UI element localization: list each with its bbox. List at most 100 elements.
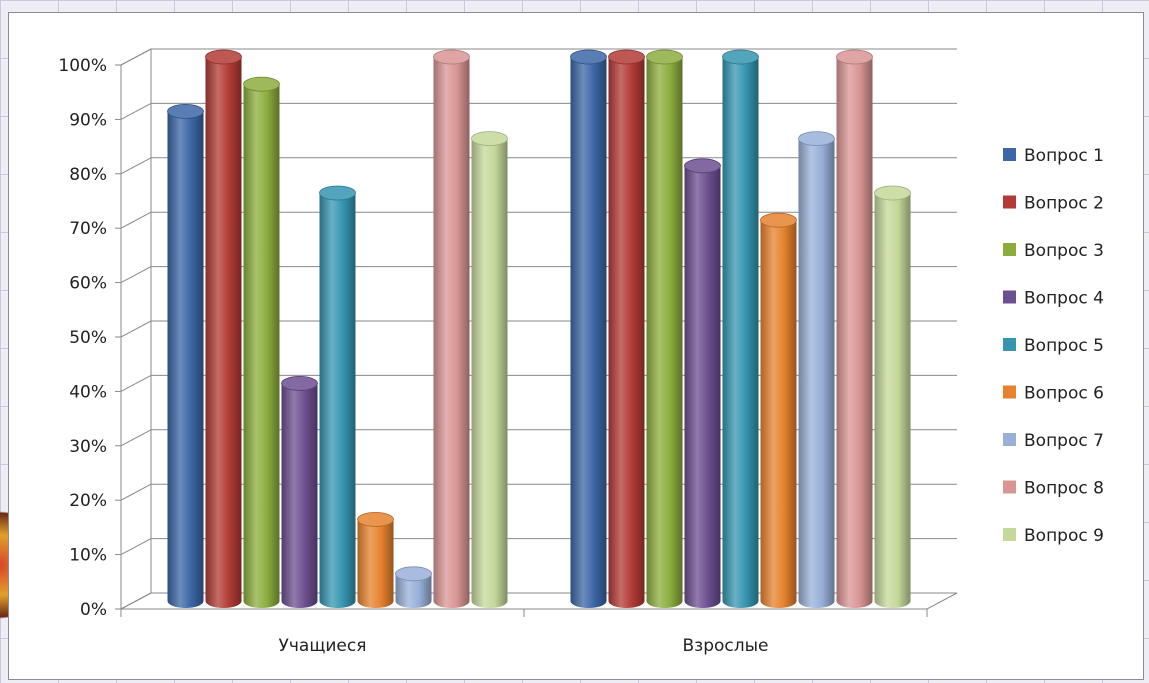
bar-body bbox=[608, 57, 645, 608]
legend-swatch bbox=[1003, 338, 1016, 351]
gridline-side bbox=[120, 211, 152, 229]
bar bbox=[570, 49, 607, 608]
gridline-side bbox=[120, 538, 152, 556]
bar bbox=[357, 511, 394, 608]
y-tick-label: 100% bbox=[58, 56, 107, 76]
y-axis: 0% 10% 20% 30% 40% 50% 60% 70% 80% 90% 100% bbox=[58, 56, 122, 620]
bar-top bbox=[433, 49, 470, 65]
legend: Вопрос 1 Вопрос 2 Вопрос 3 Вопрос 4 Вопрос 5… bbox=[1003, 146, 1104, 546]
bar bbox=[722, 49, 759, 608]
legend-swatch bbox=[1003, 148, 1016, 161]
bar-top bbox=[570, 49, 607, 65]
bar-body bbox=[684, 165, 721, 609]
bar-body bbox=[281, 383, 318, 608]
bar bbox=[471, 131, 508, 608]
y-tick-label: 0% bbox=[80, 600, 107, 620]
bar-top bbox=[684, 158, 721, 174]
bar bbox=[684, 158, 721, 609]
bar bbox=[167, 104, 204, 609]
bar-body bbox=[357, 519, 394, 608]
bar-top bbox=[760, 212, 797, 228]
bar-top bbox=[608, 49, 645, 65]
legend-swatch bbox=[1003, 433, 1016, 446]
bar-top bbox=[395, 566, 432, 582]
bar bbox=[836, 49, 873, 608]
legend-label: Вопрос 7 bbox=[1024, 431, 1104, 451]
gridline-side bbox=[120, 266, 152, 284]
bar-body bbox=[319, 193, 356, 608]
bar-chart: 0% 10% 20% 30% 40% 50% 60% 70% 80% 90% 100% Учащие… bbox=[58, 48, 1104, 656]
legend-item: Вопрос 4 bbox=[1003, 289, 1104, 309]
legend-label: Вопрос 9 bbox=[1024, 526, 1104, 546]
legend-label: Вопрос 5 bbox=[1024, 336, 1104, 356]
legend-item: Вопрос 1 bbox=[1003, 146, 1104, 166]
bar-body bbox=[798, 138, 835, 608]
bar-top bbox=[722, 49, 759, 65]
bar bbox=[798, 131, 835, 608]
bar-top bbox=[836, 49, 873, 65]
legend-item: Вопрос 5 bbox=[1003, 336, 1104, 356]
y-tick-label: 50% bbox=[69, 328, 107, 348]
gridline-side bbox=[120, 483, 152, 501]
bar bbox=[319, 185, 356, 608]
y-tick-label: 10% bbox=[69, 546, 107, 566]
legend-label: Вопрос 1 bbox=[1024, 146, 1104, 166]
legend-swatch bbox=[1003, 290, 1016, 304]
legend-item: Вопрос 9 bbox=[1003, 526, 1104, 546]
bar-body bbox=[874, 193, 911, 608]
y-tick-label: 40% bbox=[69, 382, 107, 402]
legend-swatch bbox=[1003, 528, 1016, 541]
bar-top bbox=[205, 49, 242, 65]
y-tick-label: 30% bbox=[69, 437, 107, 457]
bar-body bbox=[722, 57, 759, 608]
y-tick-label: 20% bbox=[69, 491, 107, 511]
bar-body bbox=[760, 220, 797, 608]
legend-label: Вопрос 4 bbox=[1024, 289, 1104, 309]
legend-label: Вопрос 2 bbox=[1024, 194, 1104, 214]
legend-label: Вопрос 8 bbox=[1024, 479, 1104, 499]
bar bbox=[646, 49, 683, 608]
gridline-side bbox=[120, 157, 152, 175]
legend-swatch bbox=[1003, 385, 1016, 399]
bar bbox=[874, 185, 911, 608]
bar-body bbox=[243, 84, 280, 608]
bar-body bbox=[167, 111, 204, 609]
gridline-side bbox=[120, 48, 152, 66]
y-tick-label: 60% bbox=[69, 274, 107, 294]
bar-top bbox=[357, 511, 394, 527]
bar-body bbox=[395, 573, 432, 608]
bar-body bbox=[433, 57, 470, 608]
bar-body bbox=[646, 57, 683, 608]
bar-top bbox=[167, 104, 204, 119]
gridline-side bbox=[120, 592, 152, 610]
bar bbox=[243, 76, 280, 608]
legend-swatch bbox=[1003, 243, 1016, 256]
legend-item: Вопрос 8 bbox=[1003, 479, 1104, 499]
bar-top bbox=[471, 131, 508, 146]
bar-top bbox=[798, 131, 835, 146]
y-tick-label: 80% bbox=[69, 165, 107, 185]
bar-body bbox=[570, 57, 607, 608]
bar-top bbox=[646, 49, 683, 65]
category-label: Взрослые bbox=[683, 636, 769, 656]
bar bbox=[395, 566, 432, 608]
gridline-side bbox=[120, 102, 152, 120]
legend-item: Вопрос 3 bbox=[1003, 241, 1104, 261]
bar-top bbox=[243, 76, 280, 92]
category-label: Учащиеся bbox=[279, 636, 367, 656]
bar-top bbox=[319, 185, 356, 201]
bar-body bbox=[205, 57, 242, 608]
bar bbox=[205, 49, 242, 608]
x-axis: Учащиеся Взрослые bbox=[120, 608, 928, 656]
chart-frame: 0% 10% 20% 30% 40% 50% 60% 70% 80% 90% 100% Учащие… bbox=[8, 12, 1144, 680]
legend-item: Вопрос 2 bbox=[1003, 194, 1104, 214]
y-tick-label: 70% bbox=[69, 219, 107, 239]
bar-top bbox=[874, 185, 911, 201]
legend-swatch bbox=[1003, 480, 1016, 494]
legend-item: Вопрос 6 bbox=[1003, 384, 1104, 404]
bar-top bbox=[281, 375, 318, 391]
gridline-side bbox=[120, 374, 152, 392]
gridline-side bbox=[120, 320, 152, 338]
legend-item: Вопрос 7 bbox=[1003, 431, 1104, 451]
legend-swatch bbox=[1003, 195, 1016, 209]
